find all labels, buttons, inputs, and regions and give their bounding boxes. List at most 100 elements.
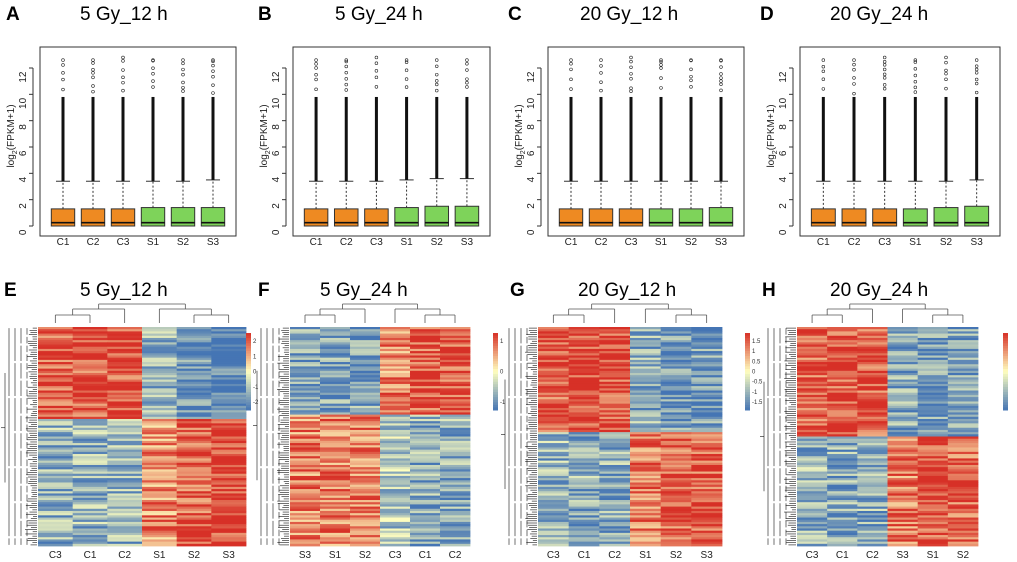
column-label: C3 — [547, 550, 560, 561]
heatmap-cell — [440, 460, 471, 464]
heatmap-cell — [947, 399, 979, 402]
heatmap-cell — [410, 353, 441, 356]
heatmap-cell — [380, 475, 411, 479]
heatmap-cell — [691, 464, 723, 468]
colorbar-segment — [1003, 335, 1008, 339]
heatmap-cell — [917, 451, 949, 455]
heatmap-cell — [350, 539, 381, 543]
heatmap-cell — [38, 517, 74, 521]
heatmap-cell — [107, 438, 143, 442]
heatmap-cell — [917, 425, 949, 429]
heatmap-cell — [107, 379, 143, 383]
heatmap-cell — [72, 327, 108, 330]
heatmap-cell — [350, 427, 381, 431]
heatmap-cell — [797, 348, 828, 352]
heatmap-cell — [538, 370, 570, 374]
heatmap-cell — [630, 388, 662, 391]
heatmap-cell — [538, 513, 570, 516]
heatmap-cell — [887, 471, 919, 475]
heatmap-cell — [887, 353, 919, 356]
outlier-point — [569, 58, 573, 62]
outlier-point — [974, 67, 979, 72]
heatmap-cell — [691, 541, 723, 545]
heatmap-cell — [887, 467, 919, 470]
outlier-point — [91, 68, 95, 72]
heatmap-cell — [947, 342, 979, 345]
heatmap-cell — [38, 353, 74, 356]
colorbar-segment — [493, 361, 498, 365]
heatmap-cell — [568, 504, 600, 507]
heatmap-cell — [827, 438, 858, 442]
heatmap-cell — [568, 386, 600, 389]
heatmap-cell — [797, 381, 828, 385]
heatmap-cell — [691, 342, 723, 345]
heatmap-cell — [630, 383, 662, 387]
heatmap-cell — [350, 414, 381, 418]
panel-label: F — [258, 280, 270, 301]
outlier-point — [211, 59, 215, 64]
heatmap-cell — [660, 454, 692, 457]
heatmap-cell — [350, 504, 381, 507]
heatmap-cell — [107, 394, 143, 398]
heatmap-cell — [857, 475, 888, 479]
heatmap-cell — [568, 510, 600, 514]
heatmap-cell — [797, 377, 828, 380]
heatmap-cell — [410, 375, 441, 378]
heatmap-cell — [107, 513, 143, 516]
heatmap-cell — [290, 379, 321, 383]
heatmap-cell — [290, 517, 321, 521]
heatmap-cell — [630, 464, 662, 468]
heatmap-cell — [142, 379, 178, 383]
heatmap-cell — [887, 366, 919, 370]
heatmap-cell — [917, 375, 949, 378]
heatmap-cell — [947, 340, 979, 343]
heatmap-cell — [827, 519, 858, 523]
heatmap-cell — [857, 390, 888, 394]
heatmap-cell — [350, 421, 381, 424]
heatmap-cell — [660, 517, 692, 521]
colorbar-segment — [493, 335, 498, 339]
heatmap-cell — [857, 445, 888, 448]
heatmap-cell — [320, 423, 351, 426]
heatmap-cell — [107, 440, 143, 444]
heatmap-cell — [72, 362, 108, 365]
heatmap-cell — [107, 372, 143, 376]
heatmap-cell — [72, 390, 108, 394]
heatmap-cell — [887, 462, 919, 466]
heatmap-cell — [38, 513, 74, 516]
heatmap-cell — [211, 408, 247, 411]
heatmap-cell — [887, 410, 919, 413]
panel-title: 5 Gy_12 h — [80, 280, 168, 301]
colorbar-segment — [493, 338, 498, 342]
y-tick-label: 12 — [18, 71, 29, 83]
outlier-point — [882, 76, 887, 80]
heatmap-cell — [320, 362, 351, 365]
x-tick-label: C3 — [625, 237, 638, 248]
heatmap-cell — [599, 383, 631, 387]
heatmap-cell — [538, 528, 570, 532]
heatmap-cell — [947, 486, 979, 490]
plot-frame — [547, 46, 745, 237]
heatmap-cell — [38, 408, 74, 411]
heatmap-cell — [630, 335, 662, 339]
colorbar-segment — [493, 384, 498, 388]
heatmap-cell — [176, 524, 212, 527]
heatmap-cell — [142, 397, 178, 400]
heatmap-cell — [827, 372, 858, 376]
heatmap-cell — [142, 526, 178, 529]
heatmap-cell — [857, 535, 888, 538]
heatmap-cell — [38, 432, 74, 435]
column-label: S1 — [329, 550, 342, 561]
outlier-point — [151, 72, 155, 76]
heatmap-cell — [660, 502, 692, 505]
heatmap-cell — [380, 513, 411, 516]
heatmap-cell — [538, 443, 570, 446]
y-tick-label: 12 — [271, 71, 282, 83]
heatmap-cell — [72, 471, 108, 475]
heatmap-cell — [72, 333, 108, 337]
colorbar-segment — [246, 363, 251, 367]
heatmap-cell — [599, 436, 631, 440]
x-tick-label: S2 — [177, 237, 190, 248]
heatmap-cell — [142, 532, 178, 536]
